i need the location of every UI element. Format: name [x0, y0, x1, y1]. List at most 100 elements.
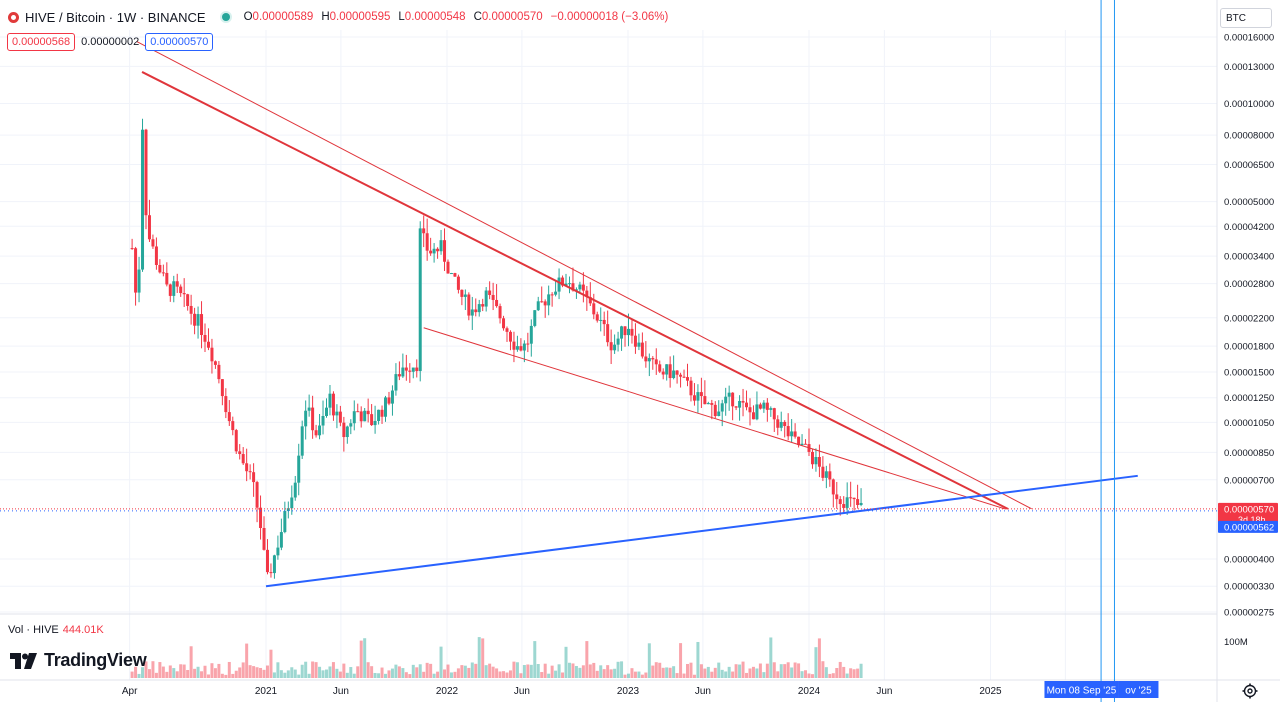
volume-bar — [224, 674, 228, 678]
candle-body — [675, 370, 679, 375]
price-tick-label: 0.00004200 — [1224, 222, 1274, 233]
candle-body — [751, 412, 755, 420]
price-tick-label: 0.00016000 — [1224, 33, 1274, 44]
volume-bar — [255, 667, 259, 678]
volume-bar — [755, 668, 759, 678]
volume-bar — [210, 663, 214, 678]
candle-body — [574, 289, 578, 291]
candle-body — [467, 294, 471, 316]
candle-body — [856, 499, 860, 506]
volume-bar — [620, 661, 624, 678]
price-tick-label: 0.00001050 — [1224, 418, 1274, 429]
candle-body — [186, 294, 190, 306]
volume-bar — [804, 670, 808, 678]
volume-bar — [182, 664, 186, 678]
volume-bar — [724, 671, 728, 678]
candle-body — [283, 511, 287, 533]
low-value: 0.00000548 — [404, 11, 466, 23]
candle-body — [137, 269, 141, 293]
candle-body — [661, 371, 665, 375]
tradingview-icon — [10, 652, 37, 669]
time-axis[interactable]: Apr2021Jun2022Jun2023Jun2024Jun2025JunMo… — [122, 681, 1159, 698]
volume-bar — [859, 663, 863, 678]
candle-body — [460, 289, 464, 297]
candle-body — [276, 547, 280, 556]
candle-body — [439, 240, 443, 252]
candle-body — [692, 395, 696, 401]
volume-bar — [314, 662, 318, 678]
market-open-icon — [221, 13, 230, 21]
candle-body — [408, 370, 412, 372]
volume-bar — [304, 661, 308, 678]
volume-bar — [581, 665, 585, 678]
volume-bar — [557, 664, 561, 678]
trendlines[interactable] — [0, 0, 1217, 702]
candle-body — [554, 291, 558, 295]
candle-body — [567, 283, 571, 285]
volume-bar — [692, 674, 696, 678]
volume-bar — [165, 671, 169, 678]
volume-bar — [606, 665, 610, 678]
candle-body — [324, 407, 328, 416]
volume-bar — [248, 665, 252, 678]
volume-bar — [717, 662, 721, 678]
candle-body — [130, 248, 134, 250]
symbol-title[interactable]: HIVE / Bitcoin · 1W · BINANCE — [25, 9, 206, 25]
volume-bar — [751, 666, 755, 678]
volume-bar — [335, 668, 339, 678]
volume-bar — [800, 671, 804, 678]
ohlc-values: O0.00000589 H0.00000595 L0.00000548 C0.0000… — [243, 11, 669, 23]
candle-body — [220, 379, 224, 397]
price-tick-label: 0.00005000 — [1224, 197, 1274, 208]
candle-body — [318, 425, 322, 436]
candle-body — [578, 284, 582, 290]
volume-bar — [758, 663, 762, 678]
volume-bar — [706, 666, 710, 678]
candle-body — [432, 248, 436, 254]
buy-price-button[interactable]: 0.00000570 — [145, 33, 214, 51]
currency-selector[interactable]: BTC — [1220, 8, 1272, 28]
volume-bar — [252, 666, 256, 678]
volume-bar — [463, 665, 467, 678]
candle-body — [710, 403, 714, 405]
volume-bar — [272, 672, 276, 678]
volume-bar — [297, 674, 301, 678]
candle-body — [422, 228, 426, 234]
volume-bar — [533, 641, 537, 678]
volume-bar — [616, 661, 620, 678]
candle-body — [484, 290, 488, 307]
volume-bar — [682, 673, 686, 678]
volume-bar — [154, 672, 158, 678]
candle-body — [630, 328, 634, 336]
candle-body — [196, 314, 200, 326]
candle-body — [314, 430, 318, 436]
sell-price-button[interactable]: 0.00000568 — [7, 33, 76, 51]
volume-bar — [408, 674, 412, 678]
volume-bar — [418, 664, 422, 678]
volume-bar — [300, 664, 304, 678]
volume-bar — [779, 664, 783, 678]
candle-body — [557, 277, 561, 292]
candle-body — [783, 421, 787, 427]
volume-bar — [172, 668, 176, 678]
settings-gear-icon[interactable] — [1241, 682, 1259, 700]
tradingview-logo[interactable]: TradingView — [10, 650, 147, 671]
candle-body — [734, 406, 738, 408]
candle-body — [411, 367, 415, 372]
current-price-badge — [1218, 502, 1278, 525]
volume-bar — [363, 638, 367, 678]
candle-body — [724, 396, 728, 404]
price-axis[interactable]: 0.00016000 0.00013000 0.00010000 0.00008000… — [1218, 33, 1278, 649]
spread-value: 0.00000002 — [81, 36, 140, 48]
candle-body — [394, 374, 398, 391]
price-tick-label: 0.00001500 — [1224, 367, 1274, 378]
quote-bar: 0.00000568 0.00000002 0.00000570 — [7, 33, 214, 51]
candle-body — [703, 396, 707, 405]
volume-bar — [213, 668, 217, 678]
volume-legend[interactable]: Vol · HIVE 444.01K — [8, 624, 104, 636]
volume-bar — [439, 646, 443, 678]
volume-bar — [484, 665, 488, 678]
volume-bar — [474, 663, 478, 678]
price-tick-label: 0.00000850 — [1224, 448, 1274, 459]
